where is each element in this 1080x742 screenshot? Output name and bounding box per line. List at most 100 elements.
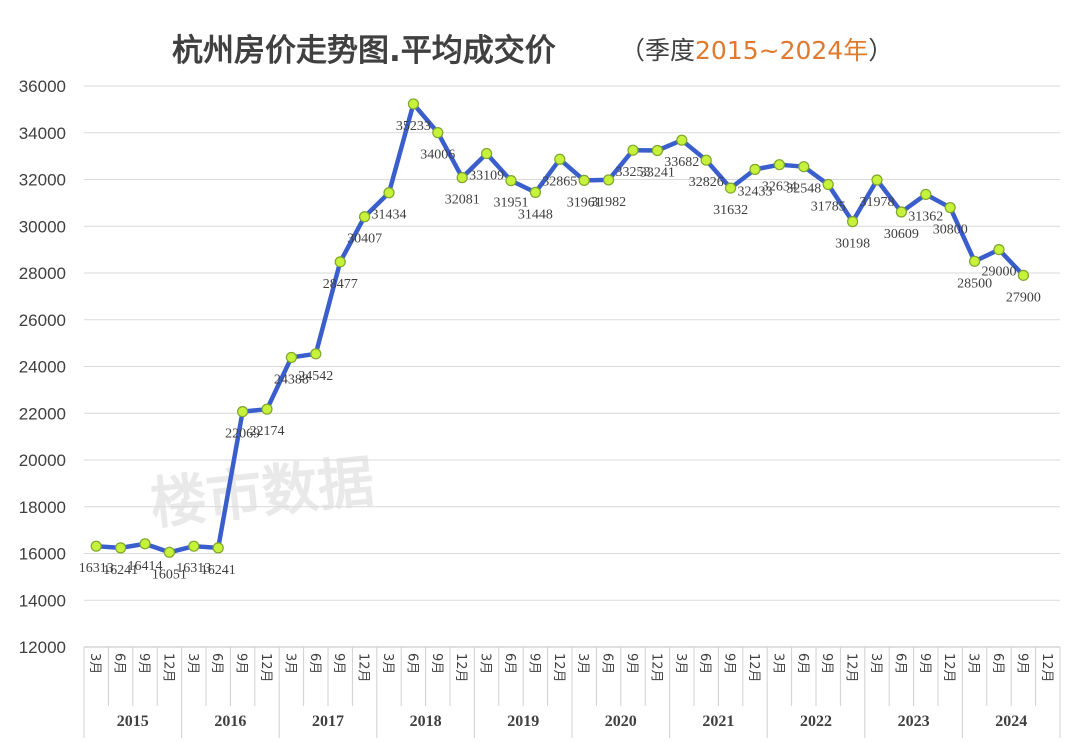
y-tick-label: 12000	[19, 638, 66, 657]
data-label: 32433	[738, 184, 773, 199]
data-label: 29000	[982, 265, 1017, 280]
x-year-label: 2018	[410, 713, 442, 730]
data-label: 30609	[884, 227, 919, 242]
data-label: 30198	[835, 237, 870, 252]
data-label: 16313	[79, 561, 114, 576]
data-point	[481, 147, 493, 160]
x-month-label: 9月	[1014, 653, 1029, 674]
data-point	[432, 127, 444, 139]
y-tick-label: 30000	[19, 217, 66, 236]
x-month-label: 9月	[136, 653, 151, 674]
data-point	[261, 403, 273, 415]
x-month-label: 3月	[478, 653, 493, 674]
data-label: 31961	[567, 195, 602, 210]
data-point	[188, 540, 200, 552]
y-tick-label: 36000	[19, 77, 66, 96]
y-tick-label: 16000	[19, 545, 66, 564]
x-month-label: 12月	[844, 653, 859, 683]
x-year-label: 2016	[214, 713, 246, 730]
data-point	[114, 542, 127, 554]
y-tick-label: 34000	[19, 124, 66, 143]
x-month-label: 9月	[526, 653, 541, 674]
data-point	[871, 174, 883, 186]
x-month-label: 3月	[868, 653, 883, 674]
x-year-label: 2019	[507, 713, 539, 730]
x-month-label: 6月	[307, 653, 322, 674]
data-label: 33241	[640, 165, 675, 180]
data-label: 28500	[957, 276, 992, 291]
x-month-label: 9月	[624, 653, 639, 674]
x-month-label: 9月	[722, 653, 737, 674]
x-month-label: 6月	[404, 653, 419, 674]
x-month-label: 12月	[258, 653, 273, 683]
data-label: 33253	[616, 165, 651, 180]
data-label: 33682	[664, 155, 699, 170]
x-month-label: 6月	[795, 653, 810, 674]
data-point	[310, 348, 322, 360]
data-label: 33109	[469, 169, 504, 184]
data-point	[212, 542, 224, 554]
x-month-label: 6月	[697, 653, 712, 674]
data-point	[139, 538, 151, 550]
data-point	[90, 540, 102, 552]
data-label: 22174	[250, 424, 285, 439]
x-month-label: 6月	[502, 653, 517, 674]
x-month-label: 3月	[282, 653, 297, 674]
y-tick-label: 14000	[19, 591, 66, 610]
x-month-label: 12月	[746, 653, 761, 683]
data-point	[602, 174, 615, 186]
data-point	[334, 256, 346, 268]
data-label: 31632	[713, 203, 748, 218]
data-label: 16241	[201, 563, 236, 578]
x-year-label: 2023	[898, 713, 930, 730]
data-point	[773, 159, 786, 171]
y-tick-label: 26000	[19, 311, 66, 330]
x-month-label: 6月	[112, 653, 127, 674]
data-point	[359, 211, 371, 223]
x-month-label: 9月	[819, 653, 834, 674]
data-point	[846, 216, 859, 228]
data-label: 32634	[762, 180, 797, 195]
data-label: 28477	[323, 277, 358, 292]
data-label: 35233	[396, 119, 431, 134]
data-label: 31982	[591, 195, 626, 210]
data-label: 31785	[811, 200, 846, 215]
data-label: 32865	[542, 174, 577, 189]
data-label: 27900	[1006, 290, 1041, 305]
data-label: 16051	[152, 567, 187, 582]
x-month-label: 12月	[551, 653, 566, 683]
x-month-label: 6月	[990, 653, 1005, 674]
data-point	[822, 178, 834, 191]
data-label: 34006	[420, 148, 455, 163]
x-month-label: 3月	[966, 653, 981, 674]
data-point	[505, 175, 517, 187]
data-point	[627, 144, 639, 156]
x-month-label: 3月	[87, 653, 102, 674]
x-month-label: 3月	[575, 653, 590, 674]
x-month-label: 6月	[892, 653, 907, 674]
data-point	[749, 163, 761, 175]
data-label: 24388	[274, 372, 309, 387]
y-tick-label: 22000	[19, 404, 66, 423]
data-point	[407, 98, 419, 110]
data-label: 32548	[786, 182, 821, 197]
data-point	[237, 406, 249, 418]
data-point	[651, 144, 664, 157]
data-label: 22069	[225, 427, 260, 442]
x-month-label: 9月	[234, 653, 249, 674]
y-tick-label: 28000	[19, 264, 66, 283]
x-month-label: 9月	[429, 653, 444, 674]
data-point	[529, 186, 542, 199]
data-label: 30800	[933, 223, 968, 238]
data-label: 32826	[689, 175, 724, 190]
x-year-label: 2020	[605, 713, 637, 730]
x-year-label: 2015	[117, 713, 149, 730]
data-label: 31448	[518, 207, 553, 222]
x-month-label: 12月	[356, 653, 371, 683]
data-point	[676, 134, 688, 146]
y-tick-label: 18000	[19, 498, 66, 517]
data-point	[724, 182, 737, 194]
data-label: 16241	[103, 563, 138, 578]
data-label: 31362	[908, 209, 943, 224]
data-label: 31951	[494, 196, 529, 211]
